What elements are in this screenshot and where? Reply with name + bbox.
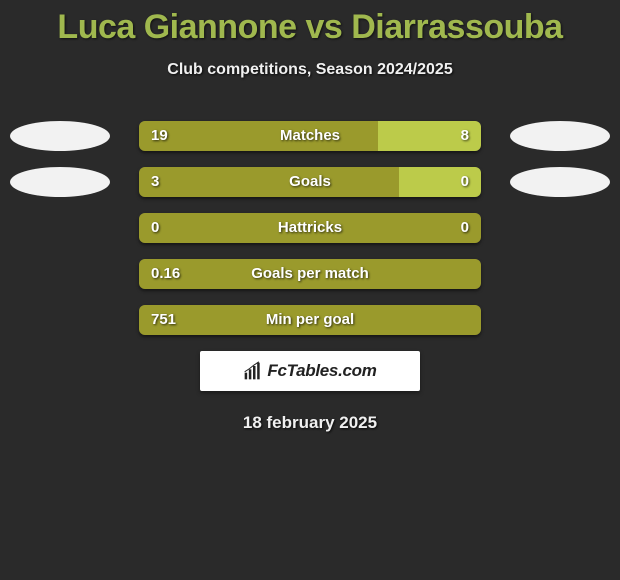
stat-row: Matches198 [0,121,620,151]
bar-chart-icon [243,361,263,381]
stat-value-left: 751 [151,305,176,335]
bar-segment-left [139,305,481,335]
stat-value-left: 0.16 [151,259,180,289]
stat-value-left: 0 [151,213,159,243]
player2-oval [510,121,610,151]
stat-value-right: 8 [461,121,469,151]
stat-rows: Matches198Goals30Hattricks00Goals per ma… [0,121,620,335]
subtitle: Club competitions, Season 2024/2025 [0,61,620,79]
player1-oval [10,167,110,197]
player2-oval [510,167,610,197]
stat-bar: Matches198 [139,121,481,151]
stat-bar: Min per goal751 [139,305,481,335]
comparison-infographic: Luca Giannone vs Diarrassouba Club compe… [0,0,620,580]
bar-segment-left [139,213,481,243]
player2-name: Diarrassouba [351,8,562,46]
stat-bar: Hattricks00 [139,213,481,243]
stat-value-left: 19 [151,121,168,151]
date-label: 18 february 2025 [0,413,620,433]
page-title: Luca Giannone vs Diarrassouba [0,0,620,47]
player1-name: Luca Giannone [57,8,296,46]
logo-box: FcTables.com [200,351,420,391]
stat-bar: Goals30 [139,167,481,197]
player1-oval [10,121,110,151]
stat-row: Min per goal751 [0,305,620,335]
stat-row: Hattricks00 [0,213,620,243]
vs-separator: vs [305,8,342,46]
logo-text: FcTables.com [267,361,376,381]
stat-value-right: 0 [461,167,469,197]
bar-segment-left [139,121,378,151]
stat-value-right: 0 [461,213,469,243]
bar-segment-left [139,167,399,197]
stat-bar: Goals per match0.16 [139,259,481,289]
bar-segment-left [139,259,481,289]
stat-row: Goals30 [0,167,620,197]
stat-row: Goals per match0.16 [0,259,620,289]
stat-value-left: 3 [151,167,159,197]
